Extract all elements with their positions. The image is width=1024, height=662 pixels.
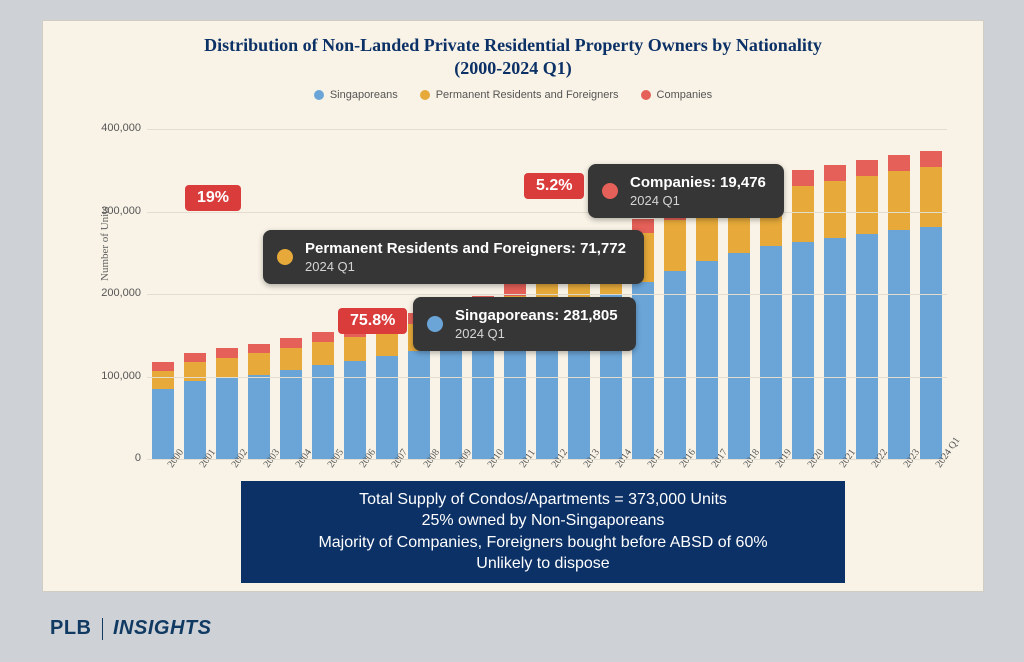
bar-segment-singaporeans <box>888 230 910 459</box>
bar-segment-singaporeans <box>920 227 942 459</box>
bar-segment-companies <box>888 155 910 171</box>
y-tick-label: 100,000 <box>71 370 147 382</box>
bar-segment-pr_foreigners <box>312 342 334 365</box>
bar-segment-singaporeans <box>856 234 878 459</box>
stacked-bar <box>728 184 750 459</box>
bar-segment-pr_foreigners <box>280 348 302 370</box>
bar-segment-companies <box>856 160 878 176</box>
chart-title: Distribution of Non-Landed Private Resid… <box>43 21 983 79</box>
bar-segment-pr_foreigners <box>184 362 206 382</box>
stacked-bar <box>280 338 302 459</box>
tooltip-dot <box>277 249 293 265</box>
stacked-bar <box>920 151 942 459</box>
y-tick-label: 0 <box>71 452 147 464</box>
bar-segment-singaporeans <box>472 339 494 459</box>
stacked-bar <box>888 155 910 459</box>
bar-segment-pr_foreigners <box>920 167 942 226</box>
pct-badge: 5.2% <box>524 173 584 199</box>
legend-label: Singaporeans <box>330 89 398 101</box>
stacked-bar <box>856 160 878 459</box>
brand-logo: PLB INSIGHTS <box>50 617 211 640</box>
stacked-bar <box>696 194 718 459</box>
summary-line: Majority of Companies, Foreigners bought… <box>253 532 833 554</box>
brand-separator <box>102 618 104 640</box>
bar-segment-pr_foreigners <box>888 171 910 230</box>
tooltip-subtitle: 2024 Q1 <box>305 259 626 274</box>
stacked-bar <box>664 206 686 459</box>
bar-segment-companies <box>216 348 238 357</box>
bar-segment-companies <box>184 353 206 362</box>
bar-segment-singaporeans <box>728 253 750 459</box>
chart-legend: Singaporeans Permanent Residents and Fore… <box>43 89 983 101</box>
legend-swatch <box>641 90 651 100</box>
bar-segment-companies <box>248 344 270 354</box>
brand-right: INSIGHTS <box>113 617 211 640</box>
summary-line: Total Supply of Condos/Apartments = 373,… <box>253 489 833 511</box>
stacked-bar <box>248 344 270 459</box>
bar-segment-pr_foreigners <box>152 371 174 389</box>
bar-segment-companies <box>280 338 302 348</box>
legend-swatch <box>420 90 430 100</box>
stacked-bar <box>312 332 334 459</box>
data-tooltip: Companies: 19,476 2024 Q1 <box>588 164 784 218</box>
gridline <box>147 212 947 213</box>
summary-box: Total Supply of Condos/Apartments = 373,… <box>241 481 845 583</box>
y-axis-label: Number of Units <box>99 206 111 281</box>
pct-badge: 19% <box>185 185 241 211</box>
data-tooltip: Singaporeans: 281,805 2024 Q1 <box>413 297 636 351</box>
stacked-bar <box>376 320 398 459</box>
summary-line: 25% owned by Non-Singaporeans <box>253 510 833 532</box>
bar-segment-companies <box>920 151 942 167</box>
bar-segment-pr_foreigners <box>216 358 238 379</box>
tooltip-subtitle: 2024 Q1 <box>455 326 618 341</box>
summary-line: Unlikely to dispose <box>253 553 833 575</box>
bar-segment-singaporeans <box>824 238 846 459</box>
legend-item: Companies <box>641 89 713 101</box>
y-tick-label: 200,000 <box>71 287 147 299</box>
bar-segment-pr_foreigners <box>824 181 846 238</box>
brand-left: PLB <box>50 617 92 640</box>
title-line-2: (2000-2024 Q1) <box>43 58 983 79</box>
bar-segment-pr_foreigners <box>664 220 686 271</box>
tooltip-dot <box>602 183 618 199</box>
tooltip-title: Permanent Residents and Foreigners: 71,7… <box>305 240 626 257</box>
bar-segment-companies <box>312 332 334 342</box>
bar-segment-pr_foreigners <box>376 330 398 356</box>
tooltip-title: Companies: 19,476 <box>630 174 766 191</box>
gridline <box>147 459 947 460</box>
stacked-bar <box>792 170 814 459</box>
chart-card: Distribution of Non-Landed Private Resid… <box>42 20 984 592</box>
bar-segment-singaporeans <box>664 271 686 459</box>
tooltip-dot <box>427 316 443 332</box>
stacked-bar <box>344 326 366 459</box>
stacked-bar <box>824 165 846 459</box>
pct-badge: 75.8% <box>338 308 407 334</box>
gridline <box>147 294 947 295</box>
legend-item: Singaporeans <box>314 89 398 101</box>
legend-label: Companies <box>657 89 713 101</box>
gridline <box>147 129 947 130</box>
y-tick-label: 400,000 <box>71 122 147 134</box>
bar-segment-singaporeans <box>792 242 814 459</box>
tooltip-subtitle: 2024 Q1 <box>630 193 766 208</box>
tooltip-title: Singaporeans: 281,805 <box>455 307 618 324</box>
bar-segment-companies <box>824 165 846 181</box>
legend-swatch <box>314 90 324 100</box>
gridline <box>147 377 947 378</box>
title-line-1: Distribution of Non-Landed Private Resid… <box>43 35 983 56</box>
bar-segment-companies <box>792 170 814 185</box>
legend-item: Permanent Residents and Foreigners <box>420 89 619 101</box>
legend-label: Permanent Residents and Foreigners <box>436 89 619 101</box>
y-tick-label: 300,000 <box>71 205 147 217</box>
bar-segment-singaporeans <box>696 261 718 459</box>
data-tooltip: Permanent Residents and Foreigners: 71,7… <box>263 230 644 284</box>
bar-segment-pr_foreigners <box>856 176 878 234</box>
bar-segment-pr_foreigners <box>792 186 814 243</box>
bar-segment-companies <box>152 362 174 370</box>
bar-segment-singaporeans <box>760 246 782 459</box>
bar-segment-pr_foreigners <box>248 353 270 374</box>
bar-segment-pr_foreigners <box>344 337 366 361</box>
